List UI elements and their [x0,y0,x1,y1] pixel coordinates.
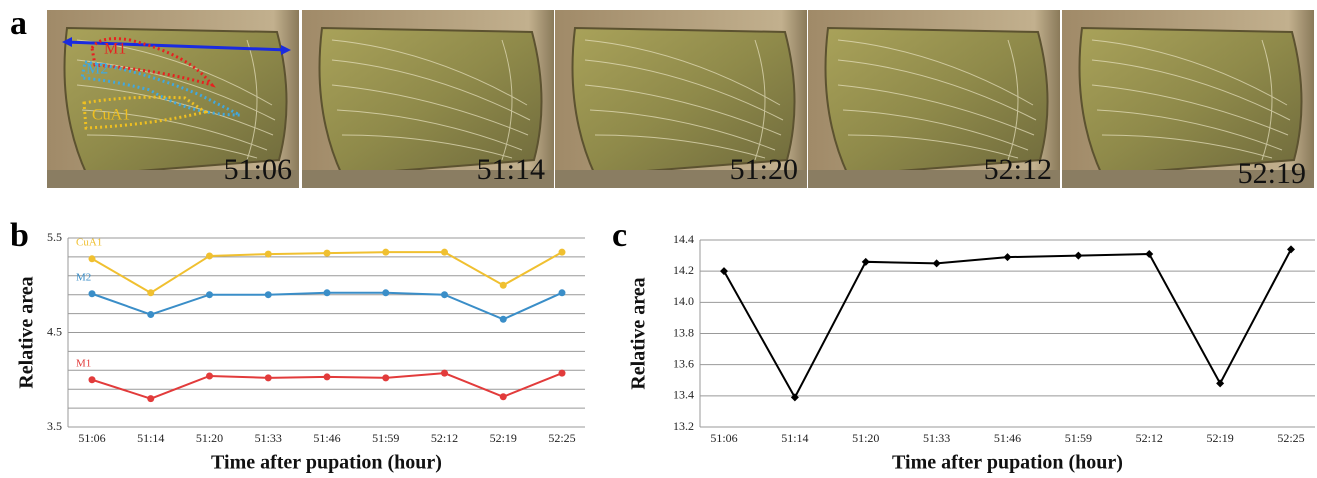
y-tick-label: 14.0 [673,294,694,308]
y-tick-label: 13.8 [673,325,694,339]
marker [559,289,566,296]
y-tick-label: 13.4 [673,388,694,402]
marker [500,393,507,400]
x-tick-label: 51:20 [196,431,223,445]
marker [206,291,213,298]
series-line [92,293,562,319]
timestamp: 51:06 [224,153,292,186]
series-label: M1 [76,357,91,369]
x-tick-label: 52:19 [1206,431,1233,445]
marker [1216,379,1224,387]
x-tick-label: 51:33 [923,431,950,445]
marker [324,289,331,296]
marker [441,291,448,298]
marker [720,267,728,275]
x-axis-label: Time after pupation (hour) [211,452,442,474]
marker [382,374,389,381]
x-tick-label: 51:59 [372,431,399,445]
x-tick-label: 51:33 [255,431,282,445]
marker [147,289,154,296]
timestamp: 52:19 [1238,157,1306,190]
series-label: M2 [76,271,91,283]
x-tick-label: 51:59 [1065,431,1092,445]
marker [206,372,213,379]
marker [559,249,566,256]
marker [265,251,272,258]
x-axis-label: Time after pupation (hour) [892,452,1123,474]
marker [441,249,448,256]
marker [791,393,799,401]
panel-label: b [10,217,29,254]
y-tick-label: 5.5 [47,230,62,244]
marker [500,316,507,323]
marker [559,370,566,377]
y-tick-label: 13.2 [673,419,694,433]
x-tick-label: 52:25 [1277,431,1304,445]
marker [441,370,448,377]
y-tick-label: 4.5 [47,324,62,338]
marker [1004,253,1012,261]
panel-label: a [10,5,27,42]
y-axis-label: Relative area [16,276,38,388]
marker [89,255,96,262]
x-tick-label: 51:14 [781,431,808,445]
x-tick-label: 52:25 [548,431,575,445]
marker [265,374,272,381]
timestamp: 51:14 [477,153,545,186]
x-tick-label: 52:19 [490,431,517,445]
marker [324,373,331,380]
annotation: CuA1 [92,107,130,124]
marker [147,311,154,318]
annotation: M2 [86,61,108,78]
marker [382,249,389,256]
y-tick-label: 14.2 [673,263,694,277]
figure: M1 M2 CuA1 51:06 51:14 51:20 52:12 52:19… [0,0,1317,478]
y-axis-label: Relative area [628,277,650,389]
x-tick-label: 52:12 [1136,431,1163,445]
x-tick-label: 51:46 [313,431,340,445]
marker [324,250,331,257]
panel-a: M1 M2 CuA1 51:06 51:14 51:20 52:12 52:19 [47,10,1314,190]
x-tick-label: 51:14 [137,431,164,445]
y-tick-label: 3.5 [47,419,62,433]
x-tick-label: 51:06 [710,431,737,445]
x-tick-label: 51:20 [852,431,879,445]
x-tick-label: 51:46 [994,431,1021,445]
marker [933,259,941,267]
series-line [92,252,562,293]
y-tick-label: 13.6 [673,356,694,370]
marker [206,252,213,259]
marker [500,282,507,289]
marker [1287,245,1295,253]
marker [89,290,96,297]
marker [862,258,870,266]
timestamp: 52:12 [984,153,1052,186]
x-tick-label: 52:12 [431,431,458,445]
marker [1145,250,1153,258]
marker [1074,252,1082,260]
marker [89,376,96,383]
annotation: M1 [104,41,126,58]
x-tick-label: 51:06 [78,431,105,445]
marker [382,289,389,296]
series-label: CuA1 [76,236,102,248]
panel-label: c [612,217,627,254]
marker [147,395,154,402]
timestamp: 51:20 [730,153,798,186]
y-tick-label: 14.4 [673,232,694,246]
marker [265,291,272,298]
